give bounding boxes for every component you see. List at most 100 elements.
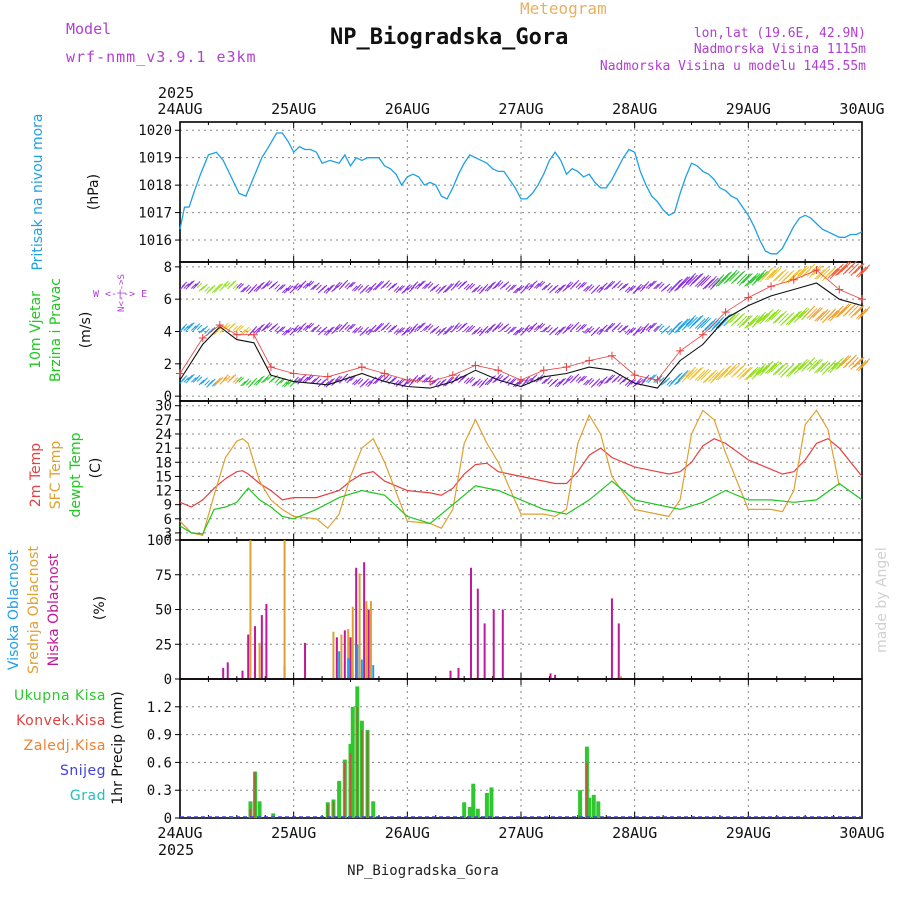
wind-barb <box>846 354 857 366</box>
wind-barb <box>532 322 538 328</box>
wind-barb <box>700 369 712 381</box>
wind-barb <box>251 377 258 384</box>
precip-conv-bar <box>254 771 256 818</box>
y-tick-label: 2 <box>164 357 172 373</box>
wind-barb <box>509 378 515 384</box>
wind-barb <box>461 322 468 329</box>
wind-barb <box>691 367 702 379</box>
wind-barb <box>435 380 442 386</box>
wind-barb <box>583 285 589 292</box>
wind-barb <box>575 376 582 382</box>
wind-barb <box>316 326 322 333</box>
wind-barb <box>433 377 440 384</box>
cloud-unit: (%) <box>92 596 108 620</box>
wind-barb <box>740 367 751 378</box>
wind-barb <box>291 285 298 292</box>
precip-conv-bar <box>349 753 352 818</box>
cloud-bar <box>258 642 261 679</box>
wind-barb <box>291 379 298 386</box>
wind-barb <box>336 324 343 330</box>
wind-barb <box>456 323 462 330</box>
wind-barb <box>314 324 320 331</box>
wind-barb <box>634 287 640 293</box>
wind-barb <box>285 378 292 385</box>
wind-barb <box>814 362 825 374</box>
wind-barb <box>848 263 859 274</box>
y-tick-label: 24 <box>155 427 172 443</box>
wind-barb <box>566 375 572 381</box>
wind-barb <box>524 324 531 331</box>
wind-barb <box>316 378 322 385</box>
wind-barb <box>545 376 551 383</box>
cloud-bar <box>247 634 250 679</box>
wind-barb <box>713 316 725 327</box>
precip-legend-2: Zaledj.Kisa <box>24 738 106 754</box>
wind-barb <box>266 323 273 329</box>
wind-barb <box>710 373 721 384</box>
wind-barb <box>727 311 738 323</box>
cloud-bar <box>304 642 307 679</box>
footer-title: NP_Biogradska_Gora <box>347 863 499 879</box>
wind-barb <box>452 325 459 331</box>
wind-barb <box>791 310 803 322</box>
wind-barb <box>533 324 540 331</box>
wind-barb <box>685 273 696 284</box>
wind-barb <box>363 326 370 333</box>
wind-barb <box>859 306 871 317</box>
wind-barb <box>579 375 585 382</box>
wind-barb <box>300 374 307 380</box>
wind-unit: (m/s) <box>78 312 94 349</box>
wind-barb <box>327 285 334 291</box>
wind-barb <box>439 379 445 386</box>
wind-barb <box>302 376 309 383</box>
wind-barb <box>255 328 262 334</box>
y-tick-label: 6 <box>164 512 172 528</box>
wind-barb <box>454 322 460 328</box>
wind-barb <box>535 283 542 289</box>
wind-barb <box>314 282 320 288</box>
wind-barb <box>528 284 534 291</box>
wind-barb <box>287 379 294 385</box>
wind-barb <box>196 324 203 331</box>
wind-barb <box>838 355 850 366</box>
wind-barb <box>588 327 595 334</box>
wind-barb <box>568 282 574 288</box>
wind-barb <box>829 362 840 374</box>
wind-barb <box>552 284 559 291</box>
wind-barb <box>367 287 373 294</box>
pressure-line <box>179 132 863 255</box>
precip-conv-bar <box>361 729 363 818</box>
wind-barb <box>541 284 548 291</box>
precip-total-bar <box>350 706 355 818</box>
wind-barb <box>232 325 239 332</box>
precip-conv-bar <box>332 801 335 818</box>
precip-total-bar <box>467 806 472 818</box>
wind-barb <box>244 378 250 384</box>
wind-barb <box>342 321 349 328</box>
wind-barb <box>463 325 470 332</box>
wind-barb <box>827 268 839 279</box>
wind-barb <box>757 364 768 376</box>
wind-barb <box>645 325 652 331</box>
wind-barb <box>664 377 671 383</box>
wind-barb <box>406 284 413 291</box>
wind-barb <box>759 271 770 283</box>
cloud-bar <box>343 630 346 679</box>
wind-barb <box>223 280 229 287</box>
wind-barb <box>594 326 601 333</box>
wind-barb <box>736 367 748 378</box>
wind-barb <box>855 266 867 277</box>
wind-barb <box>734 312 746 324</box>
wind-barb <box>287 327 294 334</box>
wind-barb <box>460 281 466 288</box>
precip-total-bar <box>596 801 601 818</box>
wind-barb <box>564 378 570 385</box>
wind-barb <box>327 327 334 333</box>
wind-barb <box>729 270 740 282</box>
wind-barb <box>228 281 235 288</box>
wind-barb <box>281 287 288 294</box>
wind-barb <box>725 272 736 284</box>
wind-barb <box>693 315 704 326</box>
wind-barb <box>857 309 869 320</box>
wind-barb <box>357 327 364 333</box>
